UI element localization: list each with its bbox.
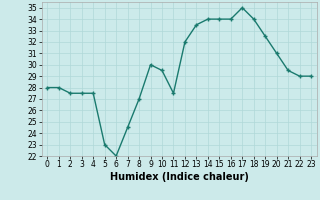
X-axis label: Humidex (Indice chaleur): Humidex (Indice chaleur)	[110, 172, 249, 182]
